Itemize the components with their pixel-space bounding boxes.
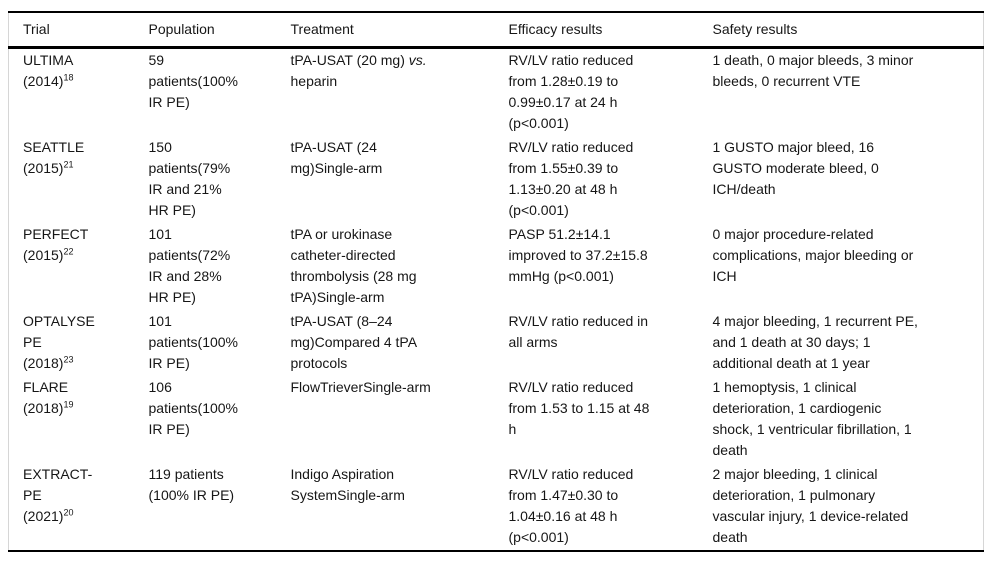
population-cell: 150 patients(79% IR and 21% HR PE) (148, 139, 231, 218)
trials-table-container: Trial Population Treatment Efficacy resu… (8, 11, 984, 552)
safety-cell: 4 major bleeding, 1 recurrent PE, and 1 … (712, 313, 918, 371)
header-row: Trial Population Treatment Efficacy resu… (8, 12, 984, 49)
trial-name: PERFECT (2015) (23, 226, 89, 263)
trials-table: Trial Population Treatment Efficacy resu… (8, 11, 984, 552)
col-header-trial: Trial (8, 12, 149, 49)
trial-cell: SEATTLE (2015)21 (9, 136, 149, 223)
reference-superscript: 18 (63, 72, 74, 83)
safety-cell: 1 death, 0 major bleeds, 3 minor bleeds,… (712, 52, 914, 89)
population-cell: 101 patients(100% IR PE) (148, 313, 239, 371)
trial-name: FLARE (2018) (23, 379, 69, 416)
treatment-cell: tPA or urokinase catheter-directed throm… (290, 226, 417, 305)
vs-italic: vs. (408, 52, 427, 68)
treatment-cell: Indigo Aspiration SystemSingle-arm (290, 466, 405, 503)
table-row: ULTIMA (2014)18 59 patients(100% IR PE) … (9, 48, 984, 137)
col-header-efficacy: Efficacy results (508, 12, 713, 49)
safety-cell: 0 major procedure-related complications,… (712, 226, 914, 284)
table-row: OPTALYSE PE (2018)23 101 patients(100% I… (9, 310, 984, 376)
treatment-text: heparin (290, 73, 338, 89)
treatment-text: tPA-USAT (20 mg) (290, 52, 409, 68)
col-header-treatment: Treatment (290, 12, 509, 49)
trial-cell: EXTRACT- PE (2021)20 (9, 463, 149, 551)
treatment-cell: tPA-USAT (20 mg) vs. heparin (291, 48, 509, 137)
table-row: SEATTLE (2015)21 150 patients(79% IR and… (9, 136, 984, 223)
population-cell: 106 patients(100% IR PE) (148, 379, 239, 437)
efficacy-cell: RV/LV ratio reduced in all arms (508, 313, 649, 350)
safety-cell: 1 hemoptysis, 1 clinical deterioration, … (712, 379, 912, 458)
table-row: FLARE (2018)19 106 patients(100% IR PE) … (9, 376, 984, 463)
treatment-cell: tPA-USAT (24 mg)Single-arm (290, 139, 383, 176)
safety-cell: 2 major bleeding, 1 clinical deteriorati… (712, 466, 909, 545)
reference-superscript: 19 (63, 399, 74, 410)
table-row: EXTRACT- PE (2021)20 119 patients (100% … (9, 463, 984, 551)
col-header-population: Population (148, 12, 291, 49)
table-body: ULTIMA (2014)18 59 patients(100% IR PE) … (9, 48, 984, 552)
safety-cell: 1 GUSTO major bleed, 16 GUSTO moderate b… (712, 139, 879, 197)
trial-cell: OPTALYSE PE (2018)23 (9, 310, 149, 376)
trial-name: EXTRACT- PE (2021) (23, 466, 93, 524)
efficacy-cell: RV/LV ratio reduced from 1.47±0.30 to 1.… (508, 466, 634, 545)
trial-cell: ULTIMA (2014)18 (9, 48, 149, 137)
table-row: PERFECT (2015)22 101 patients(72% IR and… (9, 223, 984, 310)
population-cell: 119 patients (100% IR PE) (148, 466, 235, 503)
treatment-cell: tPA-USAT (8–24 mg)Compared 4 tPA protoco… (290, 313, 418, 371)
table-header: Trial Population Treatment Efficacy resu… (8, 12, 984, 49)
efficacy-cell: RV/LV ratio reduced from 1.53 to 1.15 at… (508, 379, 650, 437)
trial-name: OPTALYSE PE (2018) (23, 313, 95, 371)
reference-superscript: 20 (63, 507, 74, 518)
trial-name: SEATTLE (2015) (23, 139, 85, 176)
population-cell: 59 patients(100% IR PE) (148, 52, 239, 110)
col-header-safety: Safety results (712, 12, 984, 49)
reference-superscript: 23 (63, 354, 74, 365)
efficacy-cell: PASP 51.2±14.1 improved to 37.2±15.8 mmH… (508, 226, 648, 284)
efficacy-cell: RV/LV ratio reduced from 1.28±0.19 to 0.… (508, 52, 634, 131)
treatment-cell: FlowTrieverSingle-arm (290, 379, 431, 395)
efficacy-cell: RV/LV ratio reduced from 1.55±0.39 to 1.… (508, 139, 634, 218)
trial-name: ULTIMA (2014) (23, 52, 74, 89)
population-cell: 101 patients(72% IR and 28% HR PE) (148, 226, 231, 305)
trial-cell: PERFECT (2015)22 (9, 223, 149, 310)
reference-superscript: 22 (63, 246, 74, 257)
reference-superscript: 21 (63, 159, 74, 170)
trial-cell: FLARE (2018)19 (9, 376, 149, 463)
